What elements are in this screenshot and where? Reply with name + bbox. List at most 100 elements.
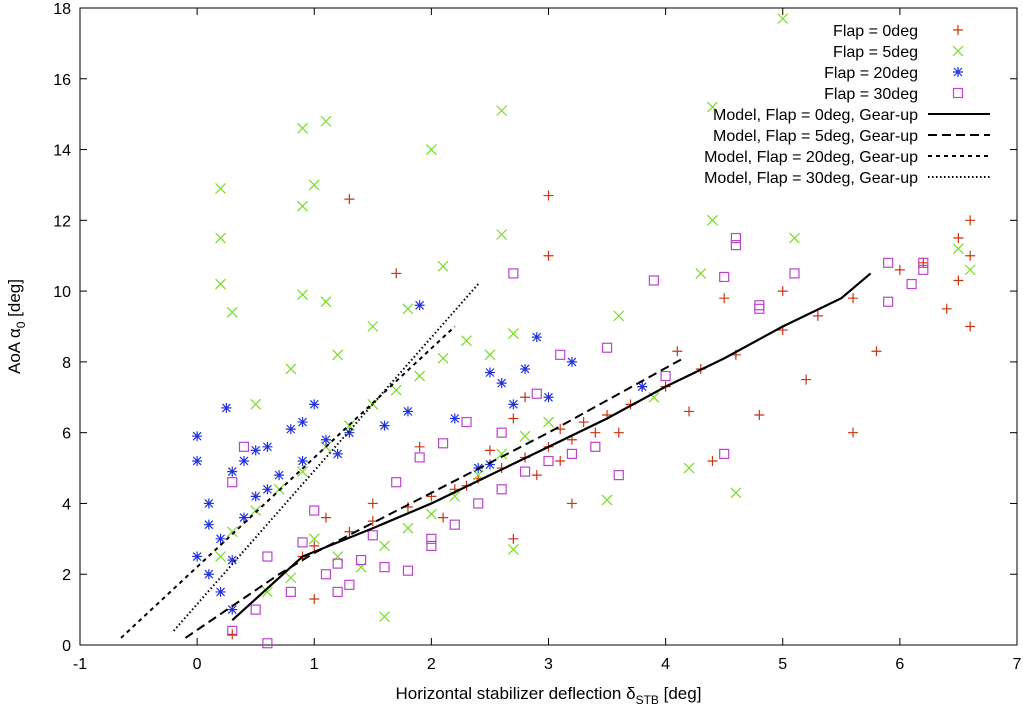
data-point <box>507 328 519 340</box>
data-point <box>965 250 976 261</box>
y-tick-label: 14 <box>53 143 71 160</box>
data-point <box>730 240 742 251</box>
legend-marker <box>953 67 963 77</box>
data-point <box>262 638 273 649</box>
x-tick-label: 1 <box>310 656 319 673</box>
data-point <box>215 551 226 562</box>
data-point <box>379 611 390 623</box>
y-tick-label: 8 <box>62 355 71 372</box>
data-point <box>250 604 261 615</box>
data-point <box>402 565 414 576</box>
data-point <box>507 544 519 555</box>
data-point <box>449 519 460 530</box>
data-point <box>508 268 519 279</box>
data-point <box>262 441 273 452</box>
data-point <box>250 505 262 516</box>
data-point <box>848 293 859 304</box>
data-point <box>308 179 320 191</box>
data-point <box>730 232 742 244</box>
data-point <box>297 455 308 466</box>
legend-label: Model, Flap = 5deg, Gear-up <box>713 128 918 145</box>
data-point <box>707 214 718 226</box>
data-point <box>578 417 589 428</box>
data-point <box>719 448 730 459</box>
data-point <box>918 264 929 275</box>
data-point <box>309 505 320 516</box>
data-point <box>262 484 273 495</box>
data-point <box>227 555 238 566</box>
y-tick-label: 16 <box>53 72 71 89</box>
data-point <box>402 406 413 417</box>
legend-marker <box>952 87 964 99</box>
legend-label: Flap = 0deg <box>833 23 918 40</box>
plot-frame <box>79 7 1018 646</box>
data-point <box>203 498 214 509</box>
data-point <box>221 402 232 413</box>
data-point <box>203 569 214 580</box>
x-tick-label: 3 <box>544 656 553 673</box>
data-point <box>215 586 226 597</box>
data-point <box>883 296 894 307</box>
data-point <box>238 512 249 523</box>
data-point <box>215 232 226 244</box>
data-point <box>543 455 554 467</box>
data-point <box>367 530 378 541</box>
data-point <box>683 462 695 474</box>
data-point <box>320 115 332 127</box>
data-point <box>965 215 976 226</box>
data-point <box>379 420 390 431</box>
data-point <box>754 409 765 420</box>
data-point <box>531 388 542 399</box>
data-point <box>496 378 507 389</box>
data-point <box>332 551 344 562</box>
data-point <box>226 306 238 318</box>
data-point <box>227 477 238 488</box>
model-line <box>231 272 872 622</box>
x-tick-label: 7 <box>1013 656 1022 673</box>
data-point <box>519 466 531 477</box>
data-point <box>332 448 343 459</box>
data-point <box>285 424 296 435</box>
data-point <box>227 629 238 640</box>
data-point <box>543 190 554 201</box>
data-point <box>332 349 344 361</box>
y-tick-label: 0 <box>62 638 71 655</box>
data-point <box>355 561 367 573</box>
data-point <box>484 459 495 470</box>
data-point <box>425 144 437 155</box>
data-point <box>437 438 449 449</box>
data-markers <box>192 13 976 649</box>
data-point <box>812 310 823 321</box>
data-point <box>566 498 577 509</box>
data-point <box>426 533 437 544</box>
data-point <box>320 296 332 308</box>
data-point <box>848 427 859 438</box>
data-point <box>261 586 273 598</box>
data-point <box>426 540 437 552</box>
data-point <box>520 392 531 403</box>
model-lines <box>120 272 872 639</box>
data-point <box>531 470 542 481</box>
data-point <box>496 484 507 495</box>
data-point <box>391 268 402 279</box>
data-point <box>238 441 250 452</box>
x-tick-label: 2 <box>427 656 436 673</box>
data-point <box>320 434 331 445</box>
data-point <box>707 455 718 466</box>
data-point <box>508 413 519 424</box>
data-point <box>543 392 554 403</box>
data-point <box>414 452 425 463</box>
legend-marker <box>952 45 964 57</box>
data-point <box>379 562 390 573</box>
data-point <box>344 579 355 590</box>
model-line <box>172 283 479 632</box>
data-point <box>964 264 976 276</box>
data-point <box>215 533 226 544</box>
data-point <box>613 470 624 481</box>
data-point <box>192 455 203 466</box>
data-point <box>250 398 262 410</box>
data-point <box>555 455 566 466</box>
data-point <box>356 554 367 566</box>
data-point <box>250 491 261 502</box>
